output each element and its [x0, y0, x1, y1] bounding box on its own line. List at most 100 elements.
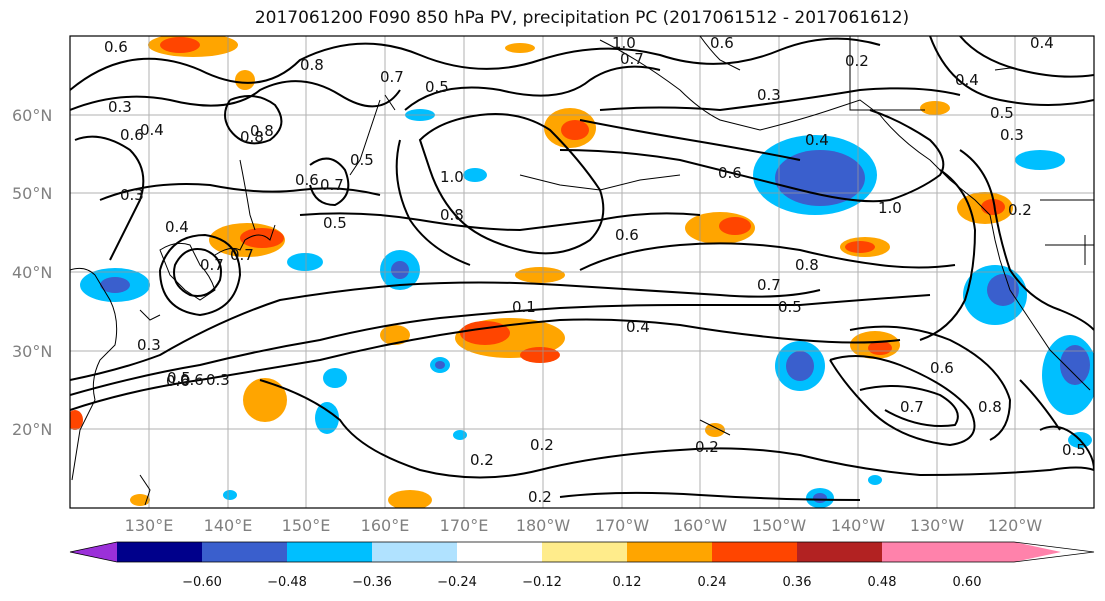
lon-label: 160°E: [361, 516, 410, 535]
contour-label: 0.6: [718, 164, 742, 182]
contour-label: 0.1: [512, 298, 536, 316]
contour-label: 0.7: [320, 176, 344, 194]
colorbar-tick-label: 0.36: [783, 575, 812, 590]
contour-label: 1.0: [440, 168, 464, 186]
contour-label: 0.7: [757, 276, 781, 294]
colorbar-tick-label: −0.12: [522, 575, 562, 590]
colorbar-segment: [627, 542, 712, 562]
lon-label: 140°E: [204, 516, 253, 535]
contour-label: 0.8: [250, 122, 274, 140]
contour-label: 0.4: [140, 121, 164, 139]
contour-label: 0.6: [104, 38, 128, 56]
contour-label: 0.7: [900, 398, 924, 416]
contour-label: 0.6: [615, 226, 639, 244]
colorbar-tick-label: 0.48: [868, 575, 897, 590]
colorbar-ticks: −0.60 −0.48 −0.36 −0.24 −0.12 0.12 0.24 …: [182, 575, 981, 590]
colorbar-segment: [202, 542, 287, 562]
contour-label: 0.2: [1008, 201, 1032, 219]
lat-label: 40°N: [12, 263, 52, 282]
colorbar-segment: [287, 542, 372, 562]
colorbar-segment: [372, 542, 457, 562]
colorbar-extend-max: [967, 542, 1061, 562]
contour-label: 1.0: [612, 34, 636, 52]
contour-label: 0.8: [440, 206, 464, 224]
contour-label: 0.8: [978, 398, 1002, 416]
lon-label: 170°E: [440, 516, 489, 535]
pv-contours: [70, 36, 1094, 501]
contour-label: 0.4: [955, 71, 979, 89]
colorbar-segment: [542, 542, 627, 562]
colorbar-tick-label: −0.36: [352, 575, 392, 590]
contour-label: 0.4: [805, 131, 829, 149]
contour-label: 0.8: [795, 256, 819, 274]
contour-label: 0.2: [695, 438, 719, 456]
contour-label: 0.8: [300, 56, 324, 74]
contour-label: 0.5: [1062, 441, 1086, 459]
contour-label: 0.6: [295, 171, 319, 189]
contour-label: 1.0: [878, 199, 902, 217]
contour-label: 0.3: [1000, 126, 1024, 144]
contour-label: 0.2: [528, 488, 552, 506]
contour-label: 0.6: [120, 126, 144, 144]
colorbar-tick-label: −0.60: [182, 575, 222, 590]
contour-label: 0.3: [757, 86, 781, 104]
contour-label: 0.3: [206, 371, 230, 389]
contour-label: 0.6: [710, 34, 734, 52]
contour-label: 0.2: [845, 52, 869, 70]
lon-label: 140°W: [831, 516, 886, 535]
lon-label: 160°W: [673, 516, 728, 535]
colorbar-tick-label: 0.12: [613, 575, 642, 590]
contour-label: 0.2: [470, 451, 494, 469]
lat-label: 30°N: [12, 342, 52, 361]
contour-label: 0.6: [166, 372, 190, 390]
contour-label: 0.5: [350, 151, 374, 169]
colorbar-segment: [882, 542, 967, 562]
lon-label: 150°E: [282, 516, 331, 535]
contour-label: 0.3: [137, 336, 161, 354]
colorbar-segment: [797, 542, 882, 562]
contour-label: 0.7: [230, 246, 254, 264]
contour-label: 0.3: [120, 186, 144, 204]
contour-label: 0.2: [530, 436, 554, 454]
contour-label: 0.4: [165, 218, 189, 236]
contour-label: 0.5: [778, 298, 802, 316]
contour-label: 0.5: [990, 104, 1014, 122]
colorbar-tick-label: −0.48: [267, 575, 307, 590]
contour-label: 0.6: [180, 371, 204, 389]
lat-label: 20°N: [12, 420, 52, 439]
contour-label: 0.7: [200, 256, 224, 274]
lat-label: 60°N: [12, 106, 52, 125]
map-frame: [69, 35, 1095, 509]
contour-label: 0.7: [620, 50, 644, 68]
colorbar-segment: [712, 542, 797, 562]
lon-label: 170°W: [595, 516, 650, 535]
colorbar-extend-min: [70, 542, 117, 562]
pv-contour-labels: 0.6 0.8 0.7 0.5 1.0 0.7 0.6 0.2 0.4 0.3 …: [104, 34, 1086, 506]
colorbar: −0.60 −0.48 −0.36 −0.24 −0.12 0.12 0.24 …: [69, 541, 1095, 590]
colorbar-tick-label: 0.24: [698, 575, 727, 590]
contour-label: 0.4: [626, 318, 650, 336]
contour-label: 0.5: [425, 78, 449, 96]
colorbar-tick-label: 0.60: [953, 575, 982, 590]
longitude-labels: 130°E 140°E 150°E 160°E 170°E 180°W 170°…: [125, 516, 1043, 535]
colorbar-segment: [457, 542, 542, 562]
lon-label: 120°W: [988, 516, 1043, 535]
lat-label: 50°N: [12, 184, 52, 203]
contour-label: 0.3: [108, 98, 132, 116]
latitude-labels: 60°N 50°N 40°N 30°N 20°N: [12, 106, 52, 439]
lon-label: 150°W: [752, 516, 807, 535]
contour-label: 0.5: [167, 369, 191, 387]
contour-label: 0.4: [1030, 34, 1054, 52]
contour-label: 0.7: [380, 68, 404, 86]
lon-label: 180°W: [516, 516, 571, 535]
map-title: 2017061200 F090 850 hPa PV, precipitatio…: [254, 8, 910, 28]
contour-label: 0.5: [323, 214, 347, 232]
contour-label: 0.6: [930, 359, 954, 377]
colorbar-segment: [117, 542, 202, 562]
lon-label: 130°W: [910, 516, 965, 535]
colorbar-tick-label: −0.24: [437, 575, 477, 590]
graticule: [70, 36, 1094, 508]
contour-label: 0.8: [240, 128, 264, 146]
lon-label: 130°E: [125, 516, 174, 535]
